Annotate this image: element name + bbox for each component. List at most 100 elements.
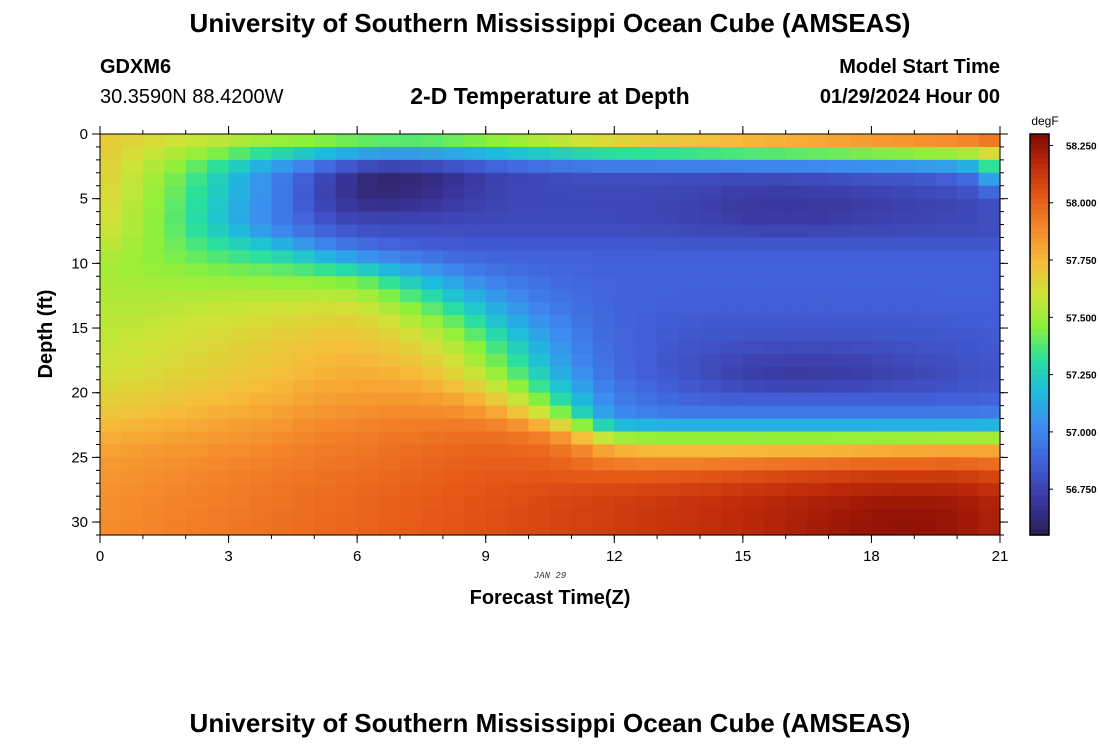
heatmap-cell [250,366,273,381]
heatmap-cell [550,211,573,226]
heatmap-cell [957,366,980,381]
heatmap-cell [957,211,980,226]
heatmap-cell [400,366,423,381]
heatmap-cell [442,522,465,536]
heatmap-cell [485,198,508,213]
heatmap-cell [464,146,487,161]
heatmap-cell [850,237,873,252]
heatmap-cell [978,392,1001,407]
heatmap-cell [935,224,958,239]
heatmap-cell [507,250,530,264]
colorbar-segment [1030,214,1049,220]
heatmap-cell [464,522,487,536]
heatmap-cell [657,418,680,433]
heatmap-cell [185,315,208,329]
heatmap-cell [121,418,144,433]
heatmap-cell [185,134,208,148]
heatmap-cell [678,237,701,252]
heatmap-cell [464,457,487,471]
colorbar-tick-label: 57.750 [1066,256,1097,267]
heatmap-cell [164,496,187,510]
heatmap-cell [250,289,273,303]
heatmap-cell [721,418,744,433]
heatmap-cell [528,159,551,174]
heatmap-cell [100,315,123,329]
heatmap-cell [292,198,315,213]
heatmap-cell [935,353,958,368]
heatmap-cell [614,211,637,226]
heatmap-cell [271,405,294,420]
heatmap-cell [228,134,251,148]
heatmap-cell [164,509,187,523]
heatmap-cell [850,353,873,368]
heatmap-cell [271,340,294,355]
heatmap-cell [142,146,165,161]
heatmap-cell [442,211,465,226]
heatmap-cell [142,250,165,264]
heatmap-cell [635,392,658,407]
heatmap-cell [657,483,680,497]
heatmap-cell [357,431,380,446]
heatmap-cell [357,185,380,200]
heatmap-cell [892,353,915,368]
heatmap-cell [121,444,144,458]
heatmap-cell [850,522,873,536]
heatmap-cell [892,250,915,264]
heatmap-cell [914,211,937,226]
heatmap-cell [314,134,337,148]
heatmap-cell [721,483,744,497]
heatmap-cell [292,276,315,290]
colorbar-segment [1030,314,1049,321]
heatmap-cell [185,146,208,161]
heatmap-cell [100,185,123,200]
heatmap-cell [314,483,337,497]
heatmap-cell [271,146,294,161]
heatmap-cell [271,134,294,148]
heatmap-cell [721,276,744,290]
heatmap-cell [635,328,658,342]
heatmap-cell [892,444,915,458]
heatmap-cell [271,457,294,471]
heatmap-cell [700,470,723,484]
heatmap-cell [957,224,980,239]
heatmap-cell [785,185,808,200]
heatmap-cell [228,496,251,510]
heatmap-cell [635,250,658,264]
heatmap-cell [357,263,380,277]
heatmap-cell [442,366,465,381]
heatmap-cell [421,211,444,226]
heatmap-cell [828,172,851,187]
heatmap-cell [400,302,423,316]
heatmap-cell [721,328,744,342]
heatmap-cell [635,276,658,290]
heatmap-cell [700,237,723,252]
heatmap-cell [892,496,915,510]
heatmap-cell [335,340,358,355]
heatmap-cell [121,340,144,355]
heatmap-cell [335,483,358,497]
heatmap-cell [335,366,358,381]
heatmap-cell [207,237,230,252]
heatmap-cell [764,185,787,200]
heatmap-cell [442,328,465,342]
heatmap-cell [271,496,294,510]
heatmap-cell [485,224,508,239]
colorbar-segment [1030,209,1049,215]
heatmap-cell [742,431,765,446]
heatmap-cell [850,289,873,303]
heatmap-cell [935,470,958,484]
heatmap-cell [721,198,744,213]
heatmap-cell [785,237,808,252]
heatmap-cell [892,509,915,523]
heatmap-cell [614,185,637,200]
heatmap-cell [592,146,615,161]
heatmap-cell [357,146,380,161]
heatmap-cell [871,276,894,290]
heatmap-cell [400,146,423,161]
colorbar-segment [1030,439,1049,446]
heatmap-cell [292,444,315,458]
heatmap-cell [914,431,937,446]
heatmap-cell [828,496,851,510]
heatmap-cell [464,224,487,239]
heatmap-cell [828,146,851,161]
